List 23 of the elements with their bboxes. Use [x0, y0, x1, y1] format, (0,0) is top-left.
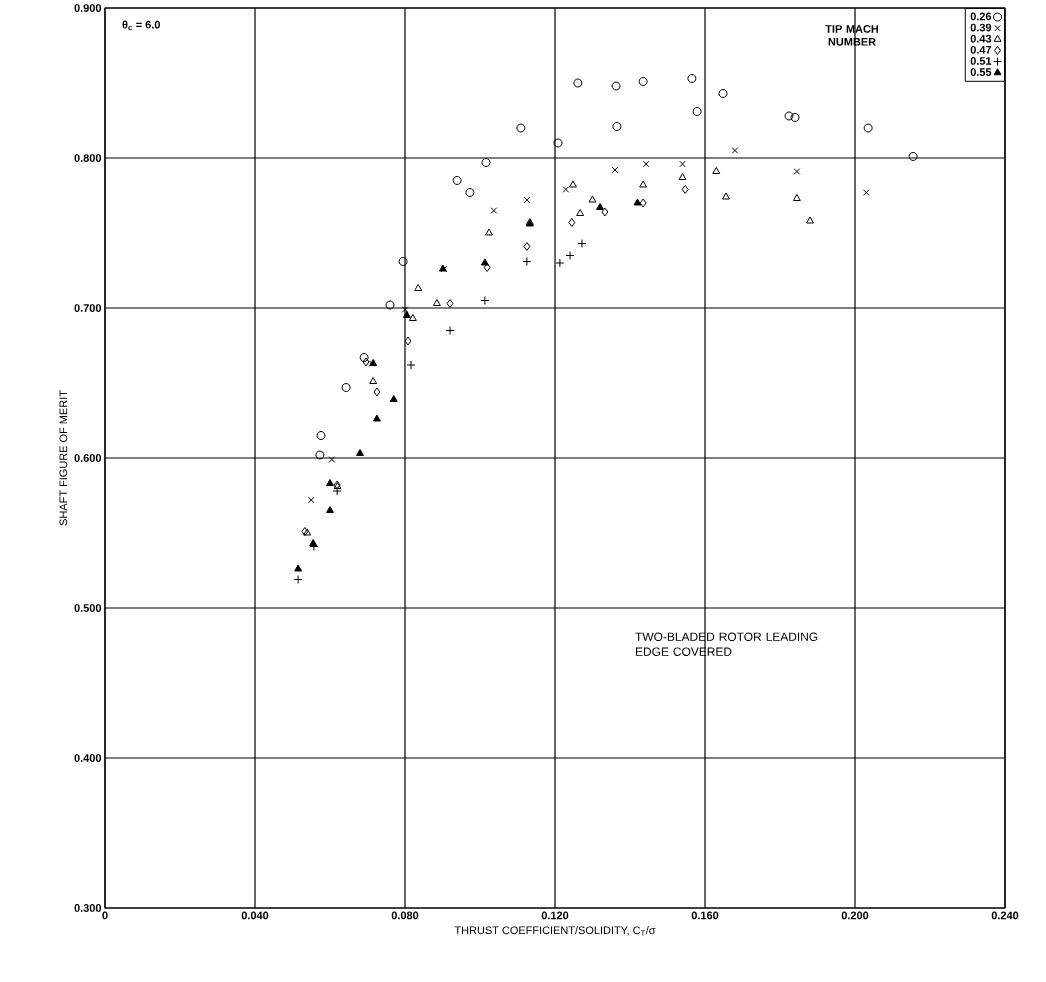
legend-label: 0.55	[970, 68, 992, 76]
y-tick-label: 0.900	[74, 4, 102, 12]
legend-label: 0.51	[970, 57, 992, 65]
x-tick-label: 0.040	[241, 911, 269, 920]
legend-label: 0.47	[970, 45, 992, 54]
y-tick-label: 0.700	[74, 304, 102, 312]
x-tick-label: 0.160	[691, 911, 719, 920]
y-tick-label: 0.600	[74, 454, 102, 462]
legend-label: 0.43	[970, 34, 992, 43]
y-tick-label: 0.300	[74, 904, 102, 912]
y-tick-label: 0.400	[74, 754, 102, 762]
x-tick-label: 0.120	[541, 911, 569, 920]
x-tick-label: 0.200	[841, 911, 869, 920]
annotation: θ$_{c}$ = 6.0	[122, 20, 160, 31]
x-axis-title: THRUST COEFFICIENT/SOLIDITY, C$_{T}$/σ	[454, 926, 656, 936]
legend-label: 0.26	[970, 12, 992, 21]
legend-label: 0.39	[970, 23, 992, 32]
y-tick-label: 0.500	[74, 604, 102, 612]
x-tick-label: 0.080	[391, 911, 419, 920]
y-axis-title: SHAFT FIGURE OF MERIT	[59, 390, 68, 526]
y-tick-label: 0.800	[74, 154, 102, 162]
x-tick-label: 0	[102, 911, 108, 920]
x-tick-label: 0.240	[991, 911, 1019, 920]
